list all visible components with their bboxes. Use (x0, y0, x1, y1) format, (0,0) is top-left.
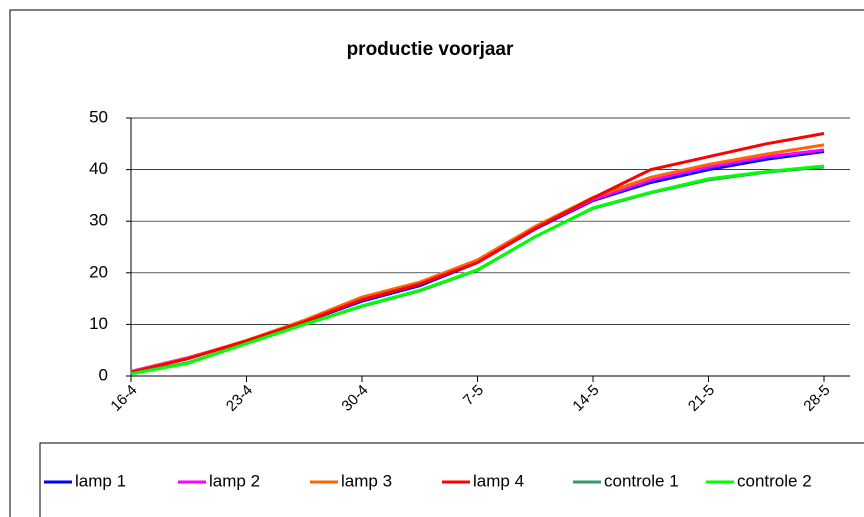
y-tick-label: 0 (99, 365, 108, 384)
chart-title: productie voorjaar (347, 39, 514, 60)
y-tick-label: 50 (89, 107, 108, 126)
y-tick-label: 30 (89, 211, 108, 230)
y-tick-label: 20 (89, 262, 108, 281)
chart-frame (9, 9, 864, 517)
legend-label: lamp 4 (473, 471, 524, 490)
legend-label: lamp 1 (75, 471, 126, 490)
legend-box (39, 442, 864, 517)
series-line (130, 164, 825, 376)
legend-label: controle 1 (604, 471, 679, 490)
legend-label: lamp 3 (341, 471, 392, 490)
legend-label: lamp 2 (209, 471, 260, 490)
legend-label: controle 2 (737, 471, 812, 490)
y-tick-label: 10 (89, 314, 108, 333)
series-line (130, 132, 825, 374)
y-tick-label: 40 (89, 159, 108, 178)
